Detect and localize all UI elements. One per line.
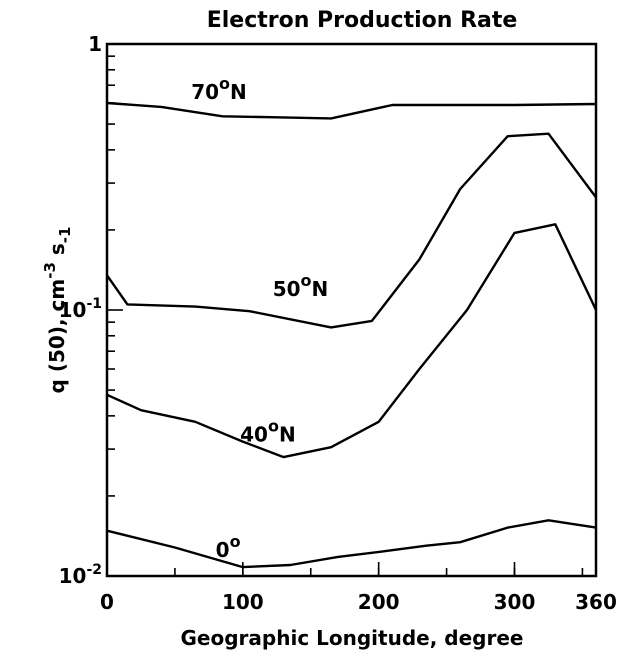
series-line [106,519,597,569]
x-axis-label: Geographic Longitude, degree [181,626,524,650]
series-line [106,132,597,329]
y-axis-label: q (50), cm-3 s-1 [41,227,74,394]
series-label: 70oN [191,74,247,104]
series-label: 50oN [273,271,329,301]
plot-frame [105,42,598,578]
x-tick-label: 100 [222,590,264,614]
x-tick-label: 300 [494,590,536,614]
series-layer: 70oN 50oN 40oN 0o [106,74,598,569]
series-label: 0o [216,532,241,562]
chart-title: Electron Production Rate [207,8,518,33]
series-label: 40oN [240,417,296,447]
y-tick-label: 1 [88,32,102,56]
y-tick-label: 10-2 [59,562,102,588]
x-tick-label: 360 [575,590,617,614]
x-tick-label: 200 [358,590,400,614]
series-line [106,223,598,459]
series-line [106,101,597,120]
x-tick-label: 0 [100,590,114,614]
y-tick-label: 10-1 [59,296,102,322]
x-axis: 0 100 200 300 360 [100,562,617,614]
